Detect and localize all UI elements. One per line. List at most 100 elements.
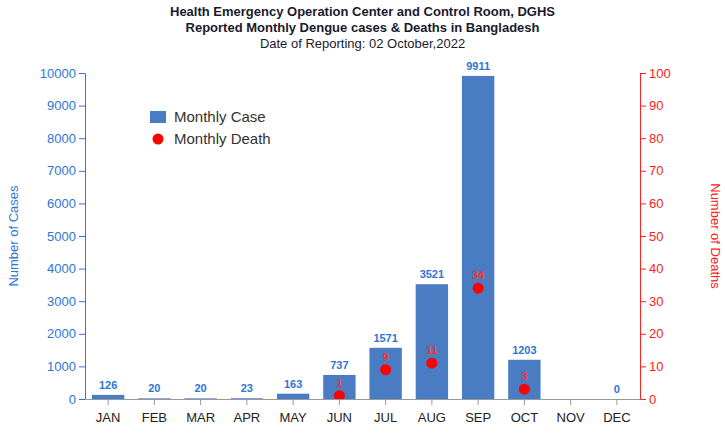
tick-label: 10 [649,359,663,374]
tick-mark [478,399,479,405]
tick: 40 [640,261,663,276]
tick-label: APR [234,410,261,425]
tick-label: 20 [649,326,663,341]
subtitle: Date of Reporting: 02 October,2022 [260,36,465,51]
data-label: 23 [241,382,253,394]
tick-label: 5000 [47,229,76,244]
data-label: 1203 [512,344,536,356]
tick-label: 40 [649,261,663,276]
tick: 100 [640,66,671,81]
tick-mark [79,106,85,107]
bar [416,284,448,399]
tick-mark [640,269,646,270]
tick-mark [79,171,85,172]
bar [462,76,494,399]
bar [184,398,216,399]
tick: MAR [186,399,215,425]
tick: 1000 [47,359,85,374]
tick: 5000 [47,229,85,244]
tick: 50 [640,229,663,244]
tick: 2000 [47,326,85,341]
tick: APR [234,399,261,425]
tick-mark [640,203,646,204]
tick-mark [640,138,646,139]
point [334,390,345,399]
data-label: 0 [614,383,620,395]
legend-label: Monthly Death [174,130,271,147]
legend-swatch [153,134,164,145]
tick-label: 2000 [47,326,76,341]
tick-mark [79,301,85,302]
tick-label: 80 [649,131,663,146]
data-label: 3521 [420,268,444,280]
legend: Monthly Case Monthly Death [150,108,271,147]
tick-label: AUG [418,410,446,425]
tick-label: 0 [649,392,656,407]
bar [138,398,170,399]
chart: Health Emergency Operation Center and Co… [0,0,725,435]
tick-mark [640,171,646,172]
tick: SEP [465,399,491,425]
tick: 90 [640,98,663,113]
point [519,384,530,395]
tick-label: 0 [69,392,76,407]
data-label: 20 [195,382,207,394]
tick-label: 6000 [47,196,76,211]
tick: NOV [557,399,586,425]
data-label: 11 [426,344,438,356]
tick-label: JAN [96,410,121,425]
axis-line [85,74,86,400]
bar [601,399,633,400]
tick-mark [79,334,85,335]
tick-mark [200,399,201,405]
legend-item: Monthly Case [150,108,266,125]
tick-label: SEP [465,410,491,425]
tick-label: 7000 [47,163,76,178]
legend-item: Monthly Death [153,130,271,147]
tick: JAN [96,399,121,425]
tick-label: 10000 [40,66,76,81]
data-label: 20 [148,382,160,394]
tick: 8000 [47,131,85,146]
tick-mark [79,236,85,237]
y-axis: 0 1000 2000 3000 4000 5000 6000 7000 8000 9000 100… [40,66,86,407]
tick-mark [640,236,646,237]
plot: 0100020003000400050006000700080009000100… [40,60,671,425]
bar [231,398,263,399]
tick: FEB [142,399,167,425]
tick-label: 100 [649,66,671,81]
tick: 4000 [47,261,85,276]
point [473,283,484,294]
tick-label: MAR [186,410,215,425]
point [380,364,391,375]
data-label: 9911 [466,60,490,72]
tick-mark [293,399,294,405]
tick: 9000 [47,98,85,113]
tick-mark [79,399,85,400]
point [426,358,437,369]
tick-mark [616,399,617,405]
tick-mark [79,138,85,139]
tick-mark [640,334,646,335]
tick-mark [154,399,155,405]
tick-mark [79,203,85,204]
tick-mark [640,399,646,400]
tick: 80 [640,131,663,146]
y-axis-title: Number of Cases [6,185,21,287]
tick: 6000 [47,196,85,211]
data-label: 9 [383,351,389,363]
tick-mark [79,269,85,270]
tick: 60 [640,196,663,211]
tick-label: 50 [649,229,663,244]
tick-mark [640,301,646,302]
tick: 3000 [47,294,85,309]
tick-mark [79,366,85,367]
data-label: 34 [472,269,485,281]
legend-swatch [150,111,166,123]
data-label: 1571 [373,332,397,344]
tick-label: JUN [327,410,352,425]
tick-mark [640,106,646,107]
tick: 7000 [47,163,85,178]
data-labels: 126202023163737157135219911120301911343 [99,60,620,395]
axis-line [86,399,641,400]
